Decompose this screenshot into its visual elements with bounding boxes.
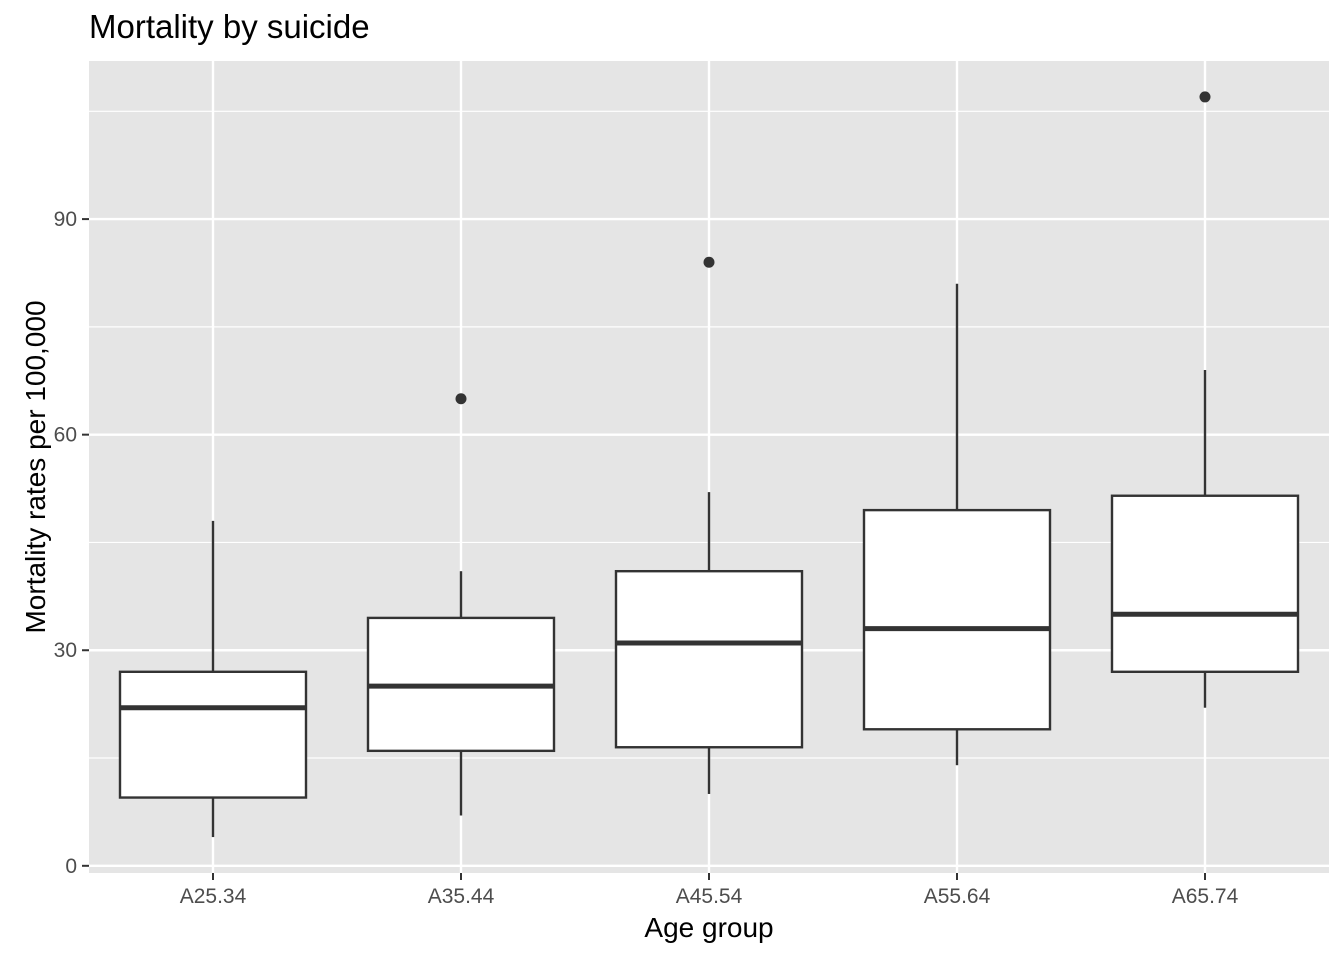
y-axis-title: Mortality rates per 100,000 <box>20 300 51 634</box>
y-tick-label: 60 <box>54 424 77 447</box>
x-tick-label: A65.74 <box>1172 885 1239 908</box>
box-iqr <box>862 508 1052 731</box>
outlier-point <box>1199 91 1211 103</box>
box-iqr <box>1110 494 1300 673</box>
y-tick-label: 30 <box>54 639 77 662</box>
box-iqr <box>614 569 804 749</box>
x-tick-label: A45.54 <box>676 885 743 908</box>
chart-title: Mortality by suicide <box>89 8 370 45</box>
outlier-point <box>703 256 715 268</box>
x-tick-label: A35.44 <box>428 885 495 908</box>
x-tick-label: A25.34 <box>180 885 247 908</box>
box-iqr <box>118 670 308 799</box>
x-axis-title: Age group <box>644 912 774 943</box>
y-tick-label: 0 <box>65 855 77 878</box>
outlier-point <box>455 393 467 405</box>
x-tick-label: A55.64 <box>924 885 991 908</box>
y-tick-label: 90 <box>54 208 77 231</box>
